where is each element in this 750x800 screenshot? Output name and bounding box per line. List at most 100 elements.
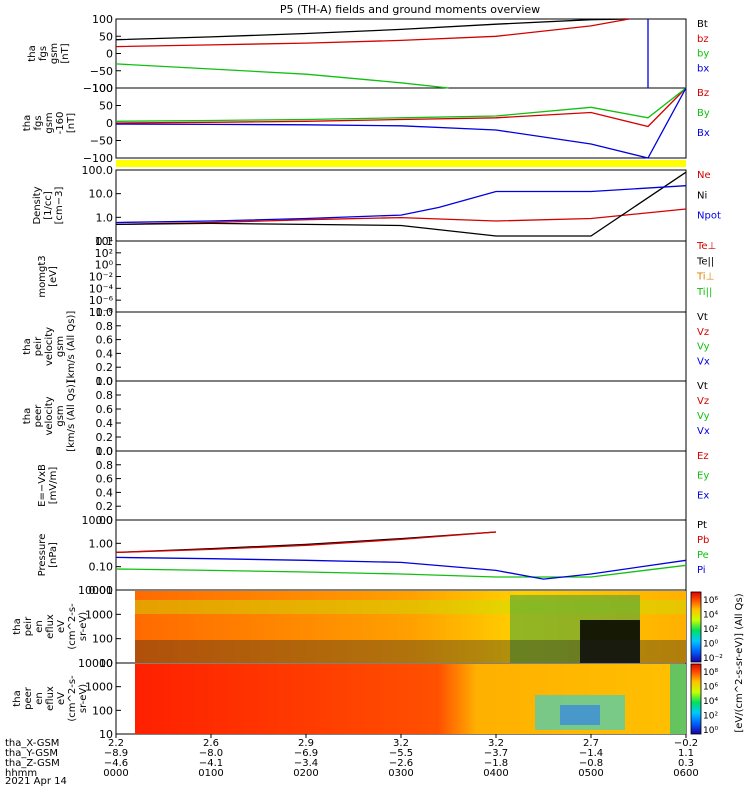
y-tick-label: 10.0	[89, 188, 114, 201]
x-axis-value: 0300	[388, 768, 413, 779]
peir-spectrogram-black-region	[580, 620, 640, 663]
colorbar-tick-label: 10²	[703, 625, 718, 635]
y-axis-label: en	[34, 620, 45, 633]
y-axis-label: eflux	[45, 686, 56, 711]
y-tick-label: 10⁻²	[89, 271, 113, 284]
y-tick-label: 10⁰	[95, 259, 114, 272]
legend-entry: Vz	[697, 396, 709, 407]
x-axis-value: −4.6	[104, 758, 128, 769]
colorbar-tick-label: 10⁶	[703, 683, 718, 693]
colorbar-tick-label: 10⁻²	[703, 654, 723, 664]
y-axis-label: velocity	[44, 396, 55, 435]
colorbar-label: [eV/(cm^2-s-sr-eV)] (All Qs)	[734, 593, 745, 732]
x-axis-value: 3.2	[393, 738, 409, 749]
series-Pb	[115, 531, 497, 554]
y-tick-label: 10⁻⁶	[89, 294, 114, 307]
y-axis-label: (cm^2-s-	[67, 603, 78, 650]
legend-entry: Ey	[697, 471, 709, 482]
x-axis-value: 0400	[483, 768, 508, 779]
legend-entry: bz	[697, 34, 709, 45]
y-axis-label: [eV]	[48, 266, 59, 287]
y-tick-label: −100	[83, 152, 113, 165]
y-axis-label: -160	[55, 112, 66, 135]
y-tick-label: 10.00	[82, 514, 114, 527]
x-axis-value: 3.2	[488, 738, 504, 749]
y-tick-label: 50	[99, 100, 113, 113]
series-Pi	[115, 556, 687, 580]
y-tick-label: 1000	[85, 608, 113, 621]
legend-entry: bx	[697, 63, 709, 74]
y-tick-label: 1.0	[96, 306, 114, 319]
colorbar-tick-label: 10⁴	[703, 611, 718, 621]
series-Npot	[115, 185, 687, 224]
y-axis-label: tha	[22, 338, 33, 354]
series-Ni	[115, 171, 687, 237]
panel-density: 100.0 10.0 1.0 0.1 Density [1/cc] [cm−3] Ne Ni Np…	[32, 164, 721, 248]
chart-title: P5 (TH-A) fields and ground moments over…	[280, 3, 540, 16]
y-tick-label: −50	[90, 135, 113, 148]
y-tick-label: 0	[106, 48, 113, 61]
y-axis-label: eflux	[45, 614, 56, 639]
y-tick-label: 10²	[95, 247, 113, 260]
legend-entry: Vt	[697, 381, 708, 392]
legend-entry: Bx	[697, 128, 710, 139]
y-axis-label: tha	[12, 690, 23, 706]
data-curves	[115, 18, 687, 580]
peir-spectrogram-lowe-band	[135, 640, 686, 663]
x-axis-value: −2.6	[389, 758, 413, 769]
y-tick-label: 100	[92, 13, 113, 26]
x-axis-row-label: hhmm	[5, 768, 37, 779]
x-axis-value: −5.5	[389, 748, 413, 759]
series-Pe	[115, 564, 687, 578]
y-axis-label: gsm	[49, 43, 60, 64]
y-tick-label: 10000	[78, 657, 113, 670]
colorbar-bottom	[690, 663, 702, 735]
colorbar-tick-label: 10²	[703, 712, 718, 722]
legend-entry: Vx	[697, 356, 710, 367]
flag-bar	[116, 160, 686, 167]
legend-entry: Npot	[697, 211, 721, 222]
legend-entry: Te⊥	[696, 241, 716, 252]
x-axis-value: 0200	[293, 768, 318, 779]
y-axis-label: [km/s (All Qs)]	[66, 380, 77, 452]
y-tick-label: −100	[83, 82, 113, 95]
legend-entry: Vx	[697, 426, 710, 437]
series-Bt	[115, 18, 630, 41]
spectrograms	[135, 591, 686, 734]
y-tick-label: 50	[99, 30, 113, 43]
panel-frame	[115, 240, 687, 313]
y-tick-label: 0.8	[96, 320, 114, 333]
x-axis-row-label: tha_Z-GSM	[5, 758, 60, 769]
legend-entry: Pi	[697, 565, 706, 576]
peer-spectrogram-edge	[670, 664, 686, 734]
x-axis-value: −4.1	[199, 758, 223, 769]
y-axis-label: tha	[22, 115, 33, 131]
y-tick-label: 1.0	[96, 445, 114, 458]
x-axis-value: −3.4	[294, 758, 318, 769]
series-bz	[115, 18, 630, 48]
series-Bz	[115, 87, 687, 128]
y-axis-label: gsm	[55, 336, 66, 357]
x-axis-value: 0500	[578, 768, 603, 779]
y-axis-label: sr-eV)	[78, 684, 89, 713]
y-axis-label: gsm	[44, 112, 55, 133]
y-tick-label: 1.0	[96, 211, 114, 224]
y-tick-label: 0.8	[96, 389, 114, 402]
legend-entry: Vy	[697, 342, 710, 353]
x-axis-value: 2.6	[203, 738, 219, 749]
x-axis-value: −1.8	[484, 758, 508, 769]
y-tick-label: 0.10	[89, 561, 114, 574]
series-Pt	[115, 531, 497, 554]
x-axis-value: 0.3	[678, 758, 694, 769]
y-tick-label: −50	[90, 65, 113, 78]
colorbar-tick-label: 10⁴	[703, 697, 718, 707]
y-tick-label: 0.2	[96, 500, 114, 513]
y-axis-label: (cm^2-s-	[67, 675, 78, 722]
y-axis-label: [nPa]	[48, 542, 59, 568]
y-tick-label: 0.0	[96, 445, 114, 458]
y-axis-label: sr-eV)	[78, 612, 89, 641]
y-axis-label: tha	[22, 408, 33, 424]
x-axis-value: 0600	[673, 768, 698, 779]
y-tick-label: 0.4	[96, 486, 114, 499]
